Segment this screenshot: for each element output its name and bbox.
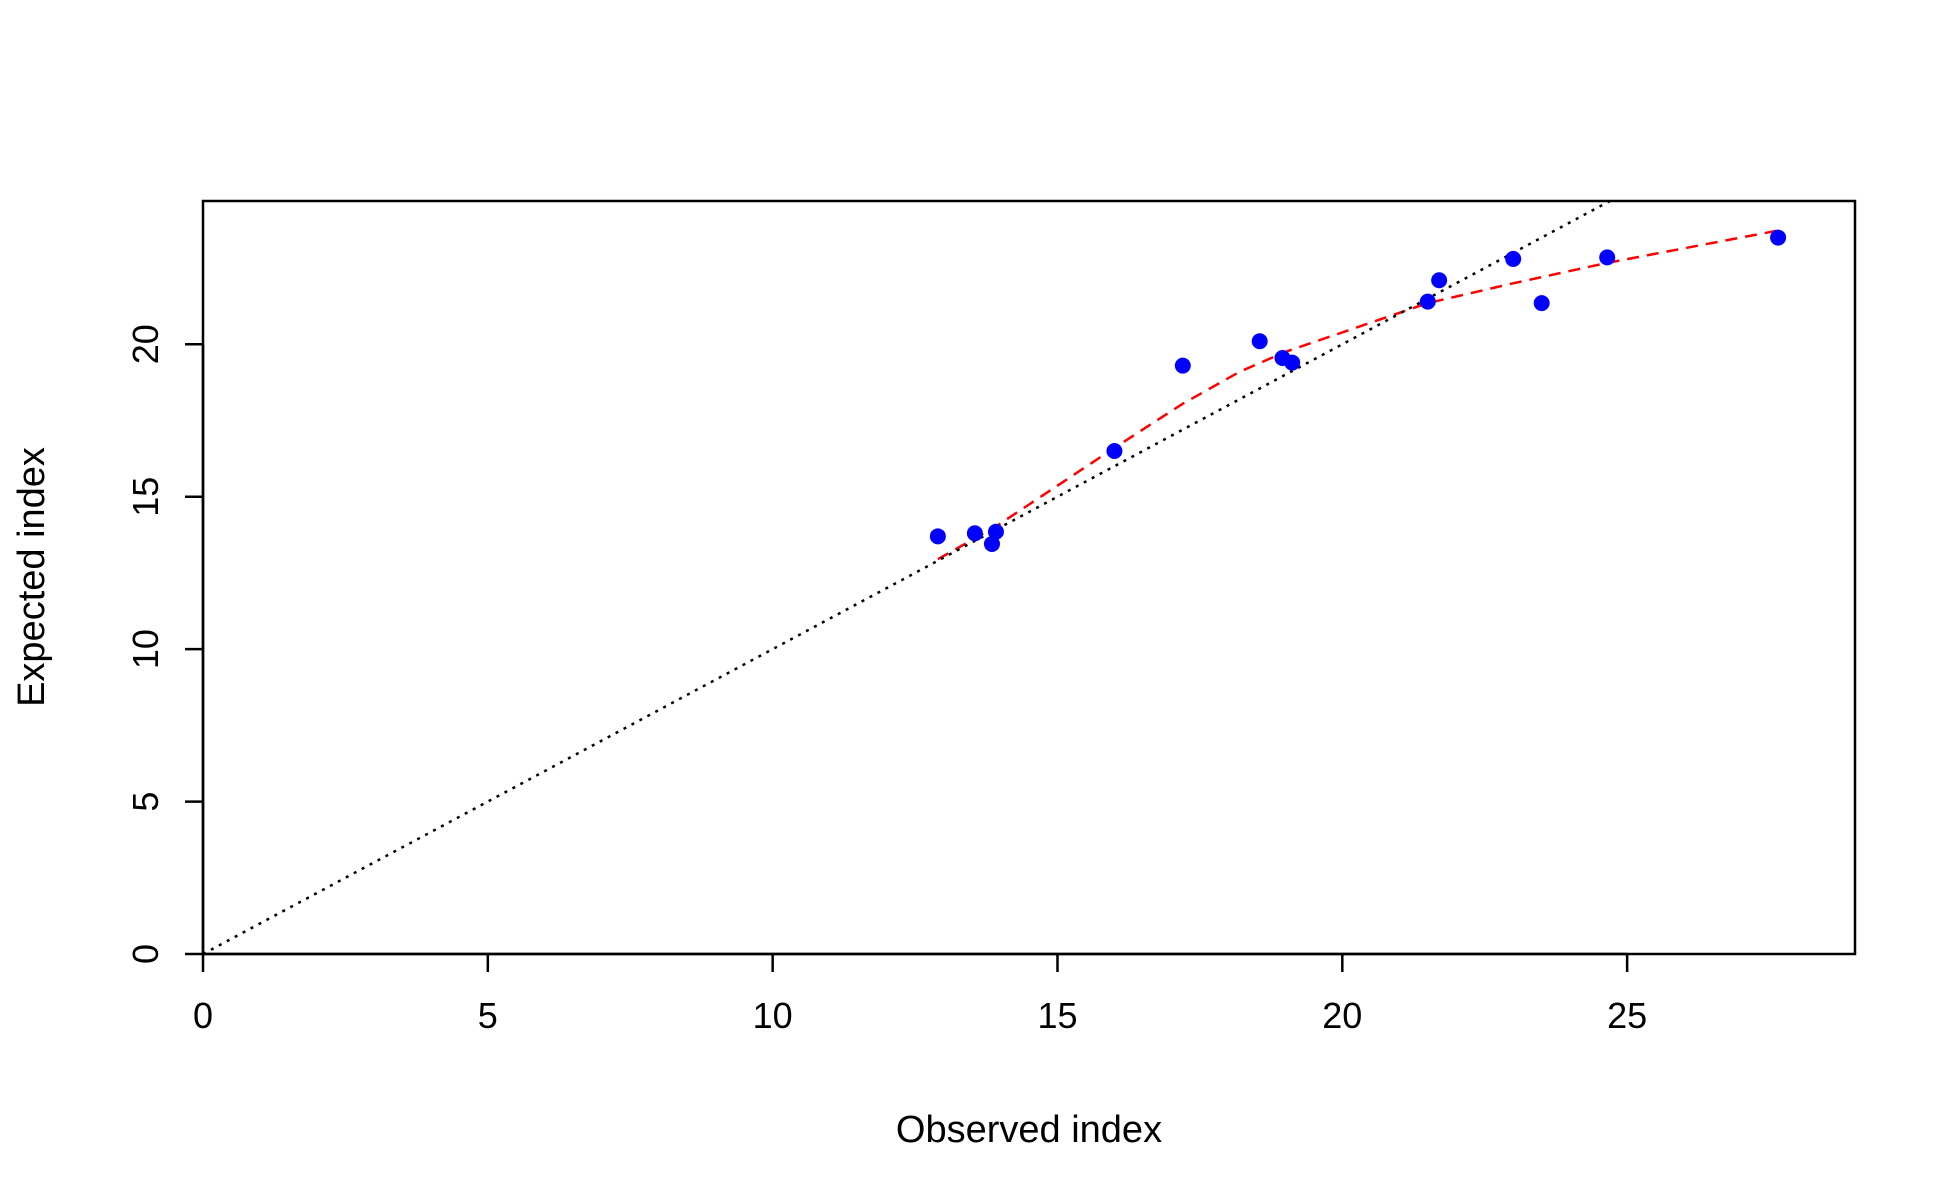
y-tick-label: 15 [125, 477, 166, 517]
data-point [1419, 293, 1436, 310]
plot-frame [201, 199, 1857, 956]
y-tick-label: 0 [125, 944, 166, 964]
data-point [1431, 272, 1448, 289]
lines-layer [203, 201, 1782, 954]
y-tick-label: 5 [125, 792, 166, 812]
trend-line [937, 228, 1782, 561]
x-axis-title: Observed index [896, 1109, 1162, 1151]
data-point [1251, 333, 1268, 350]
points-layer [929, 229, 1787, 552]
data-point [987, 523, 1004, 540]
y-tick-label: 10 [125, 629, 166, 669]
x-tick-label: 10 [753, 995, 793, 1036]
y-axis: 0 5 10 15 20 [125, 324, 205, 964]
data-point [983, 535, 1000, 552]
x-tick-label: 15 [1037, 995, 1077, 1036]
x-tick-label: 0 [193, 995, 213, 1036]
data-point [1505, 250, 1522, 267]
data-point [1770, 229, 1787, 246]
x-axis: 0 5 10 15 20 25 [193, 952, 1647, 1036]
x-tick-label: 5 [478, 995, 498, 1036]
y-axis-title: Expected index [11, 447, 53, 707]
data-point [1284, 354, 1301, 371]
x-tick-label: 20 [1322, 995, 1362, 1036]
data-point [966, 525, 983, 542]
data-point [1174, 357, 1191, 374]
x-tick-label: 25 [1607, 995, 1647, 1036]
y-tick-label: 20 [125, 324, 166, 364]
data-point [1106, 442, 1123, 459]
data-point [1533, 295, 1550, 312]
data-point [929, 528, 946, 545]
data-point [1599, 249, 1616, 266]
